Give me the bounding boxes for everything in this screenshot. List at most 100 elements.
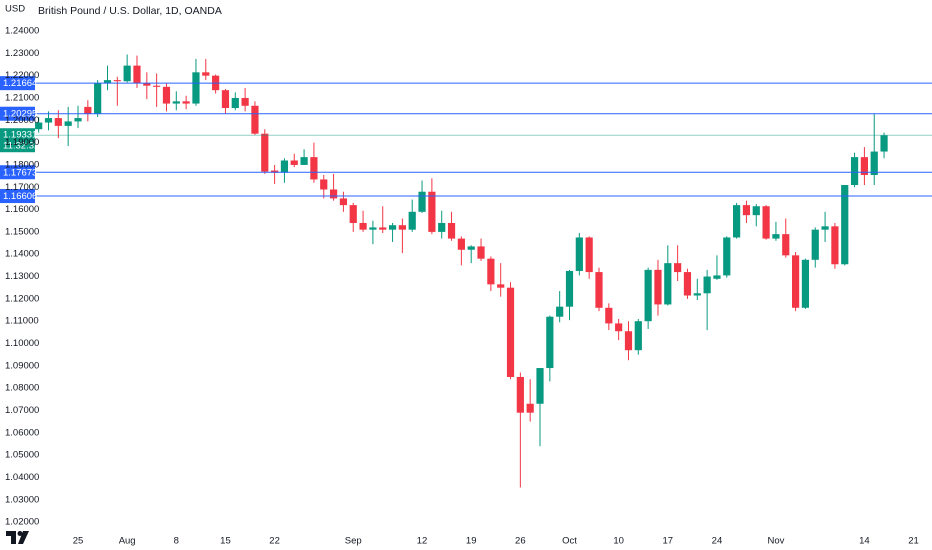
candle-body <box>880 135 888 152</box>
candle-body <box>408 211 416 230</box>
candle-body <box>35 122 43 130</box>
candle-body <box>447 222 456 239</box>
logo <box>6 531 29 544</box>
y-tick-label: 1.16000 <box>5 204 39 215</box>
x-tick-label: 19 <box>466 536 477 547</box>
candle-body <box>742 205 751 216</box>
candle-body <box>202 72 210 76</box>
candle-body <box>388 225 397 230</box>
candle-body <box>320 179 328 190</box>
candle-body <box>831 226 839 265</box>
candle-body <box>791 255 800 308</box>
candle-body <box>644 269 652 322</box>
level-label: 1.16606 <box>3 191 37 202</box>
x-tick-label: 10 <box>613 536 624 547</box>
overlays: 1.21664 1.20295 1.17673 1.16606 1.1933111:32… <box>0 76 932 204</box>
candle-body <box>84 106 92 114</box>
x-tick-label: 26 <box>515 536 526 547</box>
x-tick-label: 12 <box>417 536 428 547</box>
candle-body <box>172 101 180 104</box>
candle-body <box>762 206 770 239</box>
candle-body <box>693 293 701 296</box>
y-tick-label: 1.18000 <box>5 159 39 170</box>
candle-body <box>615 323 623 332</box>
candle-body <box>329 189 338 199</box>
candle-body <box>703 276 711 294</box>
level-label-bg <box>0 189 35 204</box>
level-label: 1.17673 <box>3 167 37 178</box>
candle-body <box>556 306 564 317</box>
candle-body <box>634 321 642 351</box>
candle-body <box>585 237 593 273</box>
x-tick-label: 8 <box>174 536 179 547</box>
candle-body <box>290 160 298 165</box>
candle-body <box>74 118 82 122</box>
candle-body <box>811 229 819 260</box>
y-tick-label: 1.11000 <box>5 316 39 327</box>
candle-body <box>251 105 259 134</box>
candle-body <box>654 269 662 305</box>
candle-body <box>153 85 161 87</box>
y-tick-label: 1.06000 <box>5 427 39 438</box>
candle-body <box>64 121 72 126</box>
candle-body <box>536 368 544 404</box>
level-label-bg <box>0 165 35 180</box>
candle-body <box>477 246 485 259</box>
x-tick-label: Sep <box>345 536 362 547</box>
y-tick-label: 1.20000 <box>5 115 39 126</box>
candle-body <box>103 80 112 84</box>
candle-body <box>752 206 760 216</box>
y-tick-label: 1.07000 <box>5 405 39 416</box>
candle-body <box>280 160 289 173</box>
x-tick-label: Oct <box>562 536 577 547</box>
candle-body <box>339 198 348 206</box>
candle-body <box>674 263 682 273</box>
logo-dot <box>17 531 23 536</box>
x-tick-label: Nov <box>767 536 784 547</box>
candle-body <box>221 90 230 109</box>
candle-body <box>664 263 672 305</box>
candle-body <box>428 191 436 232</box>
y-tick-label: 1.23000 <box>5 48 39 59</box>
x-tick-label: 22 <box>269 536 280 547</box>
candle-body <box>516 376 524 413</box>
logo-slash <box>18 531 29 544</box>
candle-body <box>860 157 868 175</box>
candle-body <box>850 157 859 186</box>
candle-body <box>192 72 200 104</box>
candle-body <box>821 226 829 230</box>
y-tick-label: 1.05000 <box>5 450 39 461</box>
candle-body <box>782 234 790 256</box>
candle-body <box>713 275 721 279</box>
candle-body <box>575 237 583 271</box>
x-tick-label: 17 <box>663 536 674 547</box>
y-tick-label: 1.21000 <box>5 92 39 103</box>
candle-body <box>438 222 446 232</box>
x-tick-label: 25 <box>73 536 84 547</box>
last-price-label: 1.19331 <box>3 130 37 141</box>
candle-body <box>310 157 318 180</box>
candle-body <box>565 270 574 307</box>
y-tick-label: 1.10000 <box>5 338 39 349</box>
candle-body <box>54 118 62 126</box>
y-tick-label: 1.12000 <box>5 293 39 304</box>
y-tick-label: 1.03000 <box>5 494 39 505</box>
level-label-bg <box>0 106 35 121</box>
candle-body <box>497 284 505 288</box>
x-tick-label: 14 <box>859 536 870 547</box>
y-tick-label: 1.15000 <box>5 226 39 237</box>
y-tick-label: 1.19000 <box>5 137 39 148</box>
candle-body <box>841 185 849 265</box>
candle-body <box>123 65 131 82</box>
candle-body <box>733 205 741 238</box>
currency-label: USD <box>5 4 25 15</box>
candle-body <box>369 227 377 230</box>
candle-body <box>487 258 495 285</box>
candle-body <box>162 86 171 104</box>
candle-body <box>231 97 239 109</box>
countdown-label: 11:32:32 <box>3 141 39 152</box>
candle-body <box>271 170 279 173</box>
x-tick-label: 24 <box>712 536 723 547</box>
